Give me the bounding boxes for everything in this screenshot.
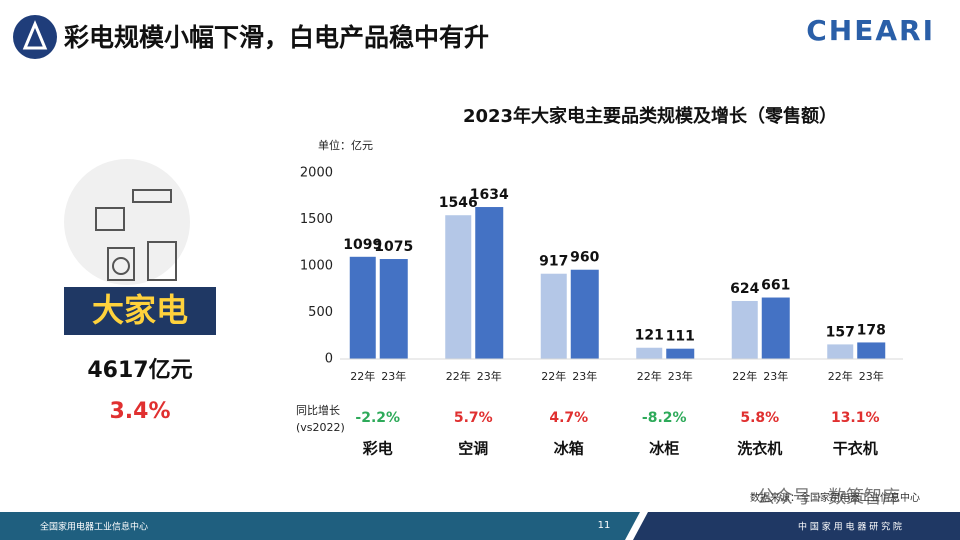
growth-value: -2.2% — [355, 410, 400, 426]
data-label: 157 — [826, 324, 855, 340]
unit-label: 单位：亿元 — [318, 138, 373, 152]
logo-mark — [22, 20, 48, 50]
watermark: 公众号 · 数策智库 — [757, 487, 900, 508]
series-label: 22年 — [828, 369, 853, 383]
series-label: 23年 — [859, 369, 884, 383]
series-label: 22年 — [541, 369, 566, 383]
summary-total: 4617亿元 — [87, 358, 192, 383]
x-tick-label: 洗衣机 — [737, 440, 782, 458]
bar — [666, 348, 695, 359]
data-label: 111 — [666, 329, 695, 345]
chart-title: 2023年大家电主要品类规模及增长（零售额） — [463, 105, 837, 127]
slide-title: 彩电规模小幅下滑，白电产品稳中有升 — [64, 23, 489, 52]
series-label: 23年 — [572, 369, 597, 383]
growth-label: (vs2022) — [296, 421, 345, 434]
x-tick-label: 冰柜 — [649, 440, 679, 458]
label-box — [64, 287, 216, 335]
bar — [540, 273, 567, 359]
bar — [761, 297, 790, 359]
data-label: 178 — [857, 322, 886, 338]
growth-value: 5.8% — [740, 410, 779, 426]
x-tick-label: 彩电 — [362, 440, 393, 458]
data-label: 624 — [730, 281, 759, 297]
bar — [827, 344, 854, 359]
series-label: 23年 — [668, 369, 693, 383]
data-label: 1546 — [439, 195, 478, 211]
source-note: 数据来源：全国家用电器工业信息中心 — [750, 491, 920, 504]
data-label: 661 — [761, 278, 790, 294]
y-tick-label: 1000 — [300, 259, 333, 274]
washer-icon — [107, 247, 135, 281]
bar — [445, 215, 472, 359]
series-label: 23年 — [381, 369, 406, 383]
footer-left-band — [0, 512, 640, 540]
data-label: 1099 — [343, 237, 382, 253]
footer-left-text: 全国家用电器工业信息中心 — [40, 521, 148, 533]
data-label: 917 — [539, 254, 568, 270]
series-label: 23年 — [763, 369, 788, 383]
growth-value: 13.1% — [831, 410, 880, 426]
bar — [349, 256, 376, 359]
bar — [475, 207, 504, 359]
ac-icon — [132, 189, 172, 203]
series-label: 22年 — [732, 369, 757, 383]
y-tick-label: 1500 — [300, 212, 333, 227]
series-label: 22年 — [637, 369, 662, 383]
x-tick-label: 空调 — [458, 440, 488, 458]
series-label: 23年 — [477, 369, 502, 383]
data-label: 1634 — [470, 187, 509, 203]
growth-value: 4.7% — [549, 410, 588, 426]
fridge-icon — [147, 241, 177, 281]
brand-logo: CHEARI — [806, 14, 935, 47]
growth-label: 同比增长 — [296, 403, 340, 417]
x-tick-label: 干衣机 — [833, 440, 878, 458]
data-label: 121 — [635, 328, 664, 344]
washer-drum — [112, 257, 130, 275]
y-tick-label: 2000 — [300, 166, 333, 181]
data-label: 960 — [570, 250, 599, 266]
bar — [570, 269, 599, 359]
bar — [636, 347, 663, 359]
growth-value: -8.2% — [642, 410, 687, 426]
bar — [731, 300, 758, 359]
footer-right-text: 中 国 家 用 电 器 研 究 院 — [798, 521, 902, 533]
x-tick-label: 冰箱 — [554, 440, 584, 458]
page-number: 11 — [598, 520, 611, 531]
growth-value: 5.7% — [454, 410, 493, 426]
icon-circle — [64, 159, 190, 285]
y-tick-label: 0 — [325, 352, 333, 367]
summary-label: 大家电 — [92, 291, 188, 329]
y-tick-label: 500 — [308, 305, 333, 320]
summary-growth: 3.4% — [109, 399, 170, 424]
series-label: 22年 — [350, 369, 375, 383]
tv-icon — [95, 207, 125, 231]
bar — [379, 259, 408, 359]
series-label: 22年 — [446, 369, 471, 383]
data-label: 1075 — [374, 239, 413, 255]
footer-right-band — [633, 512, 960, 540]
bar — [857, 342, 886, 359]
